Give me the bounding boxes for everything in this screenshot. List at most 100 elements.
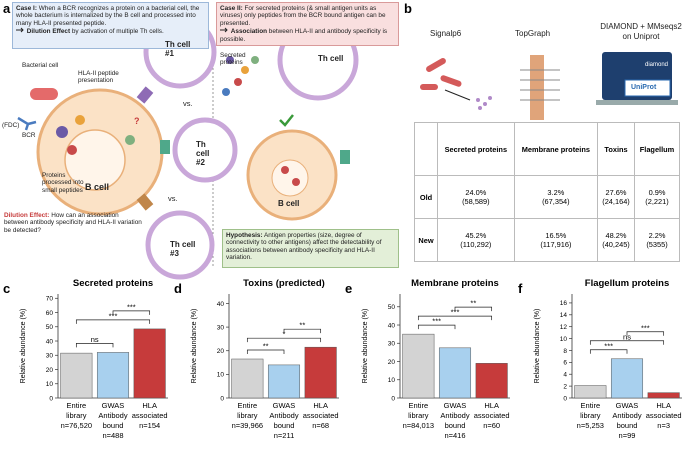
bar — [267, 364, 301, 399]
significance-label: ns — [623, 332, 631, 341]
y-tick-label: 2 — [563, 383, 567, 390]
bar — [610, 358, 644, 399]
cell: 27.6% (24,164) — [596, 175, 636, 219]
cell: 24.0% (58,589) — [436, 175, 515, 219]
protein — [234, 78, 242, 86]
panel-label: e — [345, 281, 353, 296]
text: How can an association between antibody … — [4, 212, 142, 234]
cell-line: (67,354) — [542, 197, 570, 206]
nucleus — [271, 159, 309, 197]
cell: 0.9% (2,221) — [634, 175, 680, 219]
header-cell: Flagellum — [634, 122, 680, 176]
header-row: Secreted proteins Membrane proteins Toxins… — [414, 122, 680, 176]
cell: 3.2% (67,354) — [513, 175, 599, 219]
label: Bacterial cell — [22, 62, 59, 69]
y-axis-label: Relative abundance (%) — [534, 309, 541, 384]
hypothesis-box: Hypothesis: Antigen properties (size, de… — [222, 229, 399, 268]
n-label: n=488 — [102, 431, 123, 440]
y-tick-label: 50 — [388, 304, 396, 311]
case-box: Case I: When a BCR recognizes a protein … — [12, 2, 209, 49]
panel-label: d — [174, 281, 182, 296]
significance-bracket — [75, 343, 114, 348]
th-cell — [172, 117, 238, 183]
x-tick-label: GWAS Antibody bound — [98, 401, 127, 430]
y-tick-label: 10 — [217, 372, 225, 379]
x-tick-label: GWAS Antibody bound — [612, 401, 641, 430]
cell: 48.2% (40,245) — [596, 218, 636, 262]
cell — [414, 122, 438, 176]
significance-label: *** — [432, 317, 441, 326]
y-tick-label: 20 — [46, 367, 54, 374]
text: Association — [230, 28, 268, 36]
arrow — [16, 27, 24, 33]
bacterium — [426, 58, 446, 72]
significance-label: * — [283, 330, 286, 339]
dilution-text: Dilution Effect: How can an association … — [4, 212, 144, 234]
y-tick-label: 10 — [560, 336, 568, 343]
cell-line: 2.2% — [648, 231, 666, 240]
n-label: n=416 — [444, 431, 465, 440]
cell-line: 45.2% — [465, 231, 487, 240]
significance-bracket — [589, 349, 628, 354]
text: between HLA-II and antibody specificity … — [220, 28, 388, 43]
bacterium — [440, 75, 462, 87]
y-tick-label: 10 — [388, 377, 396, 384]
y-tick-label: 4 — [563, 372, 567, 379]
significance-bracket — [417, 315, 493, 321]
y-tick-label: 20 — [388, 359, 396, 366]
n-label: n=60 — [483, 421, 500, 430]
header-cell: Secreted proteins — [436, 122, 515, 176]
x-tick-label: GWAS Antibody bound — [440, 401, 469, 430]
bacterium — [30, 88, 58, 100]
y-tick-label: 30 — [388, 341, 396, 348]
n-label: n=211 — [274, 431, 295, 440]
x-tick-label: HLA associated — [132, 401, 168, 420]
label: B cell — [85, 182, 110, 192]
y-tick-label: 50 — [46, 324, 54, 331]
cell-line: (58,589) — [462, 197, 490, 206]
panel-label: c — [3, 281, 11, 296]
bar — [647, 392, 680, 399]
y-tick-label: 14 — [560, 312, 568, 319]
protein — [67, 145, 77, 155]
peptide — [292, 178, 300, 186]
protein — [476, 98, 480, 102]
n-label: n=154 — [139, 421, 160, 430]
text: by activation of multiple Th cells. — [71, 28, 164, 36]
table: Secreted proteins Membrane proteins Toxins… — [414, 122, 680, 262]
cell-line: (5355) — [646, 240, 668, 249]
significance-bracket — [112, 310, 151, 315]
protein — [488, 96, 492, 100]
cell-line: (24,164) — [602, 197, 630, 206]
n-label: n=39,966 — [232, 421, 264, 430]
cell-line: (40,245) — [602, 240, 630, 249]
membrane — [530, 55, 544, 120]
significance-label: ** — [263, 342, 269, 351]
label: vs. — [183, 99, 193, 108]
y-tick-label: 0 — [391, 395, 395, 402]
text: Dilution Effect — [26, 28, 71, 36]
check — [279, 114, 294, 127]
cell-line: (2,221) — [645, 197, 669, 206]
nucleus — [64, 129, 126, 191]
chart-title: Flagellum proteins — [585, 278, 669, 289]
y-tick-label: 0 — [220, 395, 224, 402]
bar — [304, 346, 337, 399]
case-box: Case II: For secreted proteins (& small … — [216, 2, 399, 46]
cell-line: 48.2% — [605, 231, 627, 240]
cell: 2.2% (5355) — [634, 218, 680, 262]
n-label: n=68 — [312, 421, 329, 430]
significance-label: *** — [451, 308, 460, 317]
header-cell: Membrane proteins — [513, 122, 599, 176]
panel-label: f — [518, 281, 523, 296]
arrow — [444, 89, 471, 101]
cell: 16.5% (117,916) — [513, 218, 599, 262]
y-axis-label: Relative abundance (%) — [362, 309, 369, 384]
significance-bracket — [246, 337, 322, 343]
logo-text: diamond — [645, 62, 669, 68]
label: BCR — [22, 132, 36, 139]
y-tick-label: 0 — [49, 395, 53, 402]
bar — [60, 352, 93, 399]
y-axis-label: Relative abundance (%) — [191, 309, 198, 384]
